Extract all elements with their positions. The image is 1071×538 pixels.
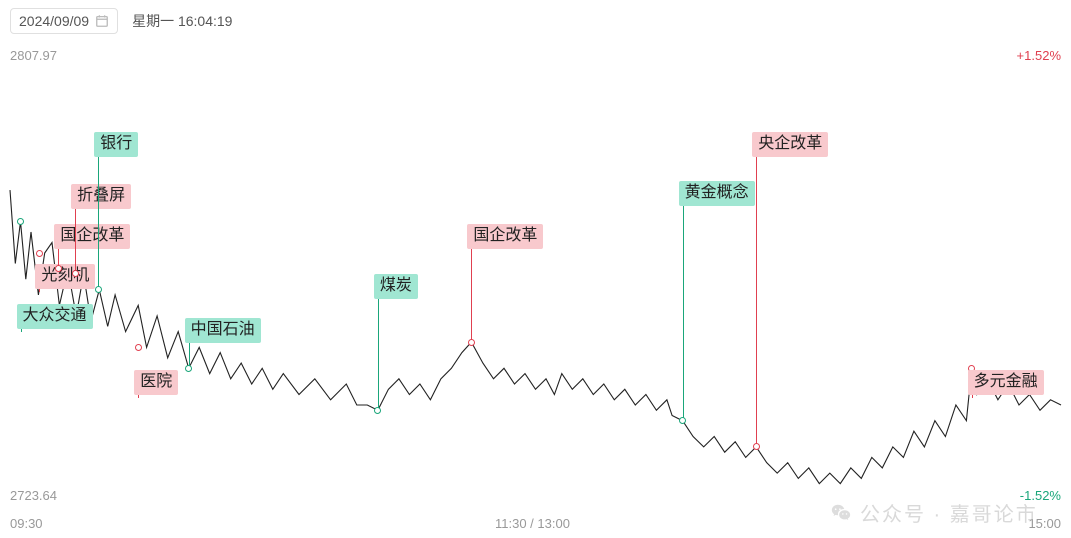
wechat-icon	[830, 502, 852, 524]
annotation-dot	[185, 365, 192, 372]
calendar-icon	[95, 14, 109, 28]
time: 16:04:19	[178, 13, 233, 29]
annotation-dot	[36, 250, 43, 257]
annotation-tag: 央企改革	[752, 132, 828, 157]
annotation-dot	[95, 286, 102, 293]
annotation-tag: 黄金概念	[679, 181, 755, 206]
annotation-stem	[683, 205, 684, 421]
weekday-time: 星期一 16:04:19	[132, 11, 232, 31]
weekday: 星期一	[132, 13, 174, 29]
annotation-stem	[98, 156, 99, 290]
annotation-tag: 国企改革	[467, 224, 543, 249]
annotation-stem	[378, 298, 379, 410]
annotation-tag: 折叠屏	[71, 184, 131, 209]
watermark: 公众号 · 嘉哥论市	[830, 498, 1038, 527]
annotation-dot	[468, 339, 475, 346]
annotation-tag: 银行	[94, 132, 138, 157]
date-picker[interactable]: 2024/09/09	[10, 8, 118, 34]
annotation-tag: 煤炭	[374, 274, 418, 299]
annotation-tag: 医院	[134, 370, 178, 395]
annotation-tag: 国企改革	[54, 224, 130, 249]
annotation-tag: 大众交通	[17, 304, 93, 329]
price-line-chart	[0, 40, 1071, 538]
chart-area: 2807.97 +1.52% 2723.64 -1.52% 09:30 11:3…	[0, 40, 1071, 538]
annotation-tag: 多元金融	[968, 370, 1044, 395]
annotation-stem	[756, 156, 757, 447]
annotation-stem	[75, 208, 76, 274]
annotation-dot	[135, 344, 142, 351]
annotation-tag: 光刻机	[35, 264, 95, 289]
watermark-text: 公众号 · 嘉哥论市	[860, 498, 1038, 527]
annotation-stem	[471, 248, 472, 342]
header-bar: 2024/09/09 星期一 16:04:19	[10, 8, 232, 34]
date-text: 2024/09/09	[19, 13, 89, 29]
annotation-tag: 中国石油	[185, 318, 261, 343]
annotation-dot	[17, 218, 24, 225]
